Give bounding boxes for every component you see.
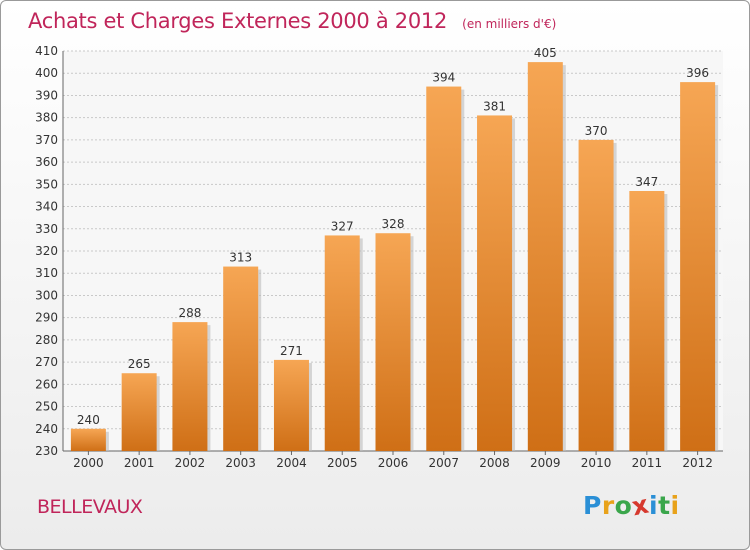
y-tick-label: 390: [35, 88, 58, 102]
y-tick-label: 280: [35, 333, 58, 347]
data-label: 288: [178, 306, 201, 320]
data-label: 240: [77, 413, 100, 427]
chart-heading: Achats et Charges Externes 2000 à 2012 (…: [28, 9, 556, 33]
bar: [172, 322, 208, 451]
data-label: 405: [534, 46, 557, 60]
y-tick-label: 320: [35, 244, 58, 258]
y-tick-label: 290: [35, 311, 58, 325]
data-label: 347: [635, 175, 658, 189]
x-tick-label: 2006: [378, 456, 409, 470]
logo-letter: o: [614, 491, 633, 520]
y-tick-label: 230: [35, 444, 58, 458]
bar: [477, 115, 513, 451]
bar: [121, 373, 157, 451]
x-tick-label: 2004: [276, 456, 307, 470]
bar: [375, 233, 411, 451]
chart-title: Achats et Charges Externes 2000 à 2012: [28, 9, 448, 33]
proxiti-logo: Proxiti: [583, 490, 680, 522]
y-tick-label: 300: [35, 288, 58, 302]
data-label: 327: [331, 219, 354, 233]
x-tick-label: 2011: [632, 456, 663, 470]
x-tick-label: 2012: [682, 456, 713, 470]
bar: [680, 82, 716, 451]
bar: [70, 428, 106, 451]
bar: [223, 266, 259, 451]
data-label: 396: [686, 66, 709, 80]
x-tick-label: 2007: [428, 456, 459, 470]
x-tick-label: 2008: [479, 456, 510, 470]
bar: [324, 235, 360, 451]
x-tick-label: 2002: [175, 456, 206, 470]
y-tick-label: 350: [35, 177, 58, 191]
y-tick-label: 410: [35, 44, 58, 58]
y-tick-label: 340: [35, 200, 58, 214]
x-tick-label: 2009: [530, 456, 561, 470]
y-tick-label: 260: [35, 377, 58, 391]
bar: [527, 62, 563, 451]
y-tick-label: 380: [35, 111, 58, 125]
data-label: 370: [585, 124, 608, 138]
y-tick-label: 360: [35, 155, 58, 169]
data-label: 381: [483, 99, 506, 113]
logo-letter: i: [649, 491, 659, 520]
bar: [273, 359, 309, 451]
data-label: 265: [128, 357, 151, 371]
y-tick-label: 270: [35, 355, 58, 369]
data-label: 394: [432, 71, 455, 85]
x-tick-label: 2000: [73, 456, 104, 470]
x-tick-label: 2001: [124, 456, 155, 470]
chart-subtitle: (en milliers d'€): [462, 17, 557, 31]
y-tick-label: 370: [35, 133, 58, 147]
bar: [426, 86, 462, 452]
y-tick-label: 240: [35, 422, 58, 436]
data-label: 328: [382, 217, 405, 231]
logo-letter: i: [670, 491, 680, 520]
y-tick-label: 250: [35, 400, 58, 414]
data-label: 271: [280, 344, 303, 358]
logo-letter: r: [601, 491, 615, 520]
bar: [578, 139, 614, 451]
place-name: BELLEVAUX: [37, 496, 143, 518]
x-tick-label: 2010: [581, 456, 612, 470]
bar: [629, 191, 665, 451]
x-tick-label: 2005: [327, 456, 358, 470]
y-tick-label: 400: [35, 66, 58, 80]
logo-letter: P: [583, 491, 602, 520]
data-label: 313: [229, 251, 252, 265]
x-tick-label: 2003: [225, 456, 256, 470]
logo-letter: t: [658, 491, 671, 520]
y-tick-label: 330: [35, 222, 58, 236]
y-tick-label: 310: [35, 266, 58, 280]
